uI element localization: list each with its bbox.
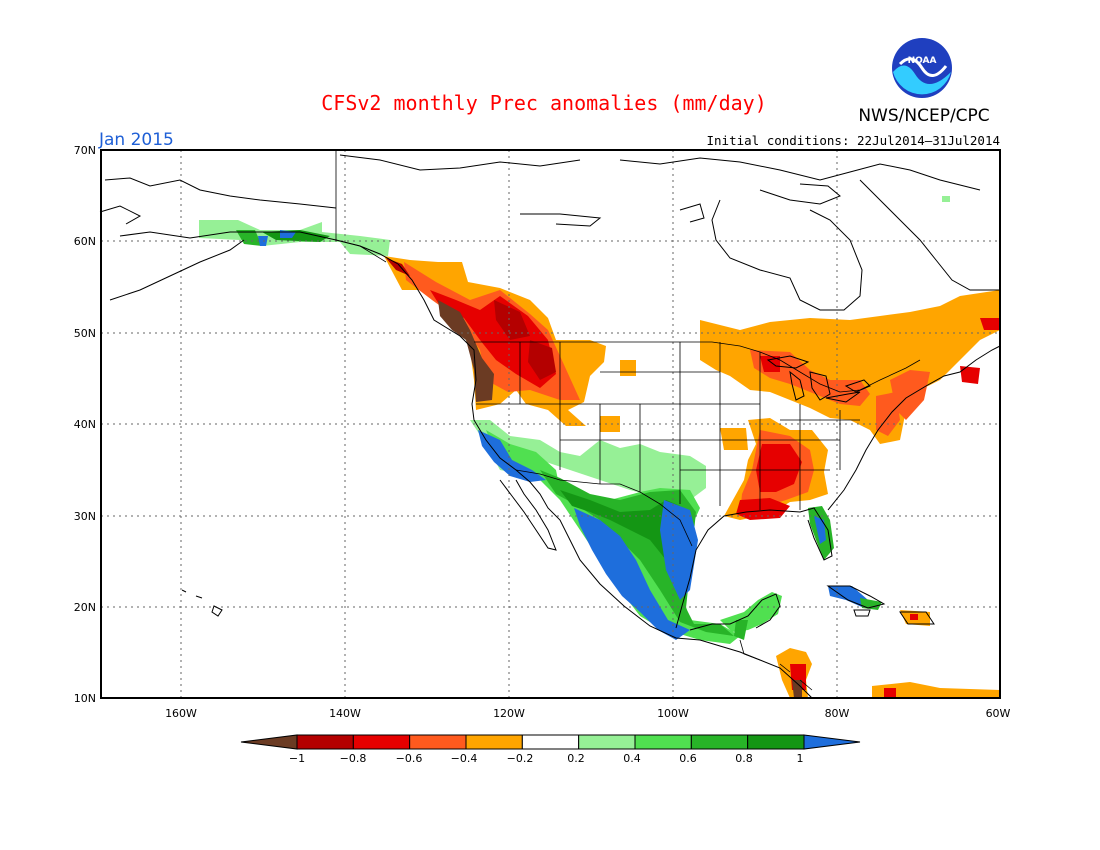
colorbar-swatch (803, 734, 861, 750)
colorbar-swatch (240, 734, 298, 750)
lon-label: 140W (329, 707, 361, 720)
map-panel (99, 149, 1001, 699)
month-label: Jan 2015 (98, 130, 174, 150)
colorbar-swatch (690, 734, 749, 750)
lon-label: 120W (493, 707, 525, 720)
colorbar-label: 0.6 (679, 752, 697, 765)
lat-label: 70N (74, 144, 96, 157)
lon-label: 80W (825, 707, 850, 720)
chart-title: CFSv2 monthly Prec anomalies (mm/day) (321, 91, 767, 115)
lon-label: 160W (165, 707, 197, 720)
colorbar-swatch (352, 734, 411, 750)
latitude-labels: 70N 60N 50N 40N 30N 20N 10N (74, 144, 96, 705)
colorbar-label: 0.8 (735, 752, 753, 765)
colorbar-label: −0.8 (340, 752, 367, 765)
colorbar-label: −0.2 (507, 752, 534, 765)
lat-label: 50N (74, 327, 96, 340)
colorbar-swatch (521, 734, 580, 750)
map-frame (100, 149, 1001, 699)
anomaly-region (470, 420, 706, 500)
political-borders (335, 150, 921, 691)
colorbar-swatch (747, 734, 805, 750)
colorbar-label: −0.4 (451, 752, 478, 765)
anomaly-region (574, 508, 690, 640)
colorbar-label: 0.4 (623, 752, 641, 765)
initial-conditions-label: Initial conditions: 22Jul2014–31Jul2014 (707, 133, 1001, 148)
svg-text:NOAA: NOAA (908, 56, 937, 66)
colorbar-swatch (409, 734, 467, 750)
colorbar-label: −1 (289, 752, 305, 765)
lat-label: 60N (74, 235, 96, 248)
lat-label: 10N (74, 692, 96, 705)
agency-label: NWS/NCEP/CPC (858, 106, 989, 126)
colorbar-label: 1 (797, 752, 804, 765)
colorbar-swatch (578, 734, 636, 750)
colorbar-swatch (296, 734, 354, 750)
colorbar-labels: −1 −0.8 −0.6 −0.4 −0.2 0.2 0.4 0.6 0.8 1 (289, 752, 804, 765)
lat-label: 40N (74, 418, 96, 431)
colorbar-label: 0.2 (567, 752, 585, 765)
colorbar-swatch (634, 734, 692, 750)
colorbar-label: −0.6 (396, 752, 423, 765)
noaa-logo: NOAA (892, 38, 952, 98)
lon-label: 100W (657, 707, 689, 720)
lon-label: 60W (986, 707, 1011, 720)
anomaly-region (700, 290, 1000, 444)
lat-label: 20N (74, 601, 96, 614)
longitude-labels: 160W 140W 120W 100W 80W 60W (165, 707, 1010, 720)
colorbar-swatch (465, 734, 523, 750)
colorbar (240, 734, 861, 750)
graticule (101, 150, 1000, 698)
coastlines (99, 154, 1001, 699)
lat-label: 30N (74, 510, 96, 523)
